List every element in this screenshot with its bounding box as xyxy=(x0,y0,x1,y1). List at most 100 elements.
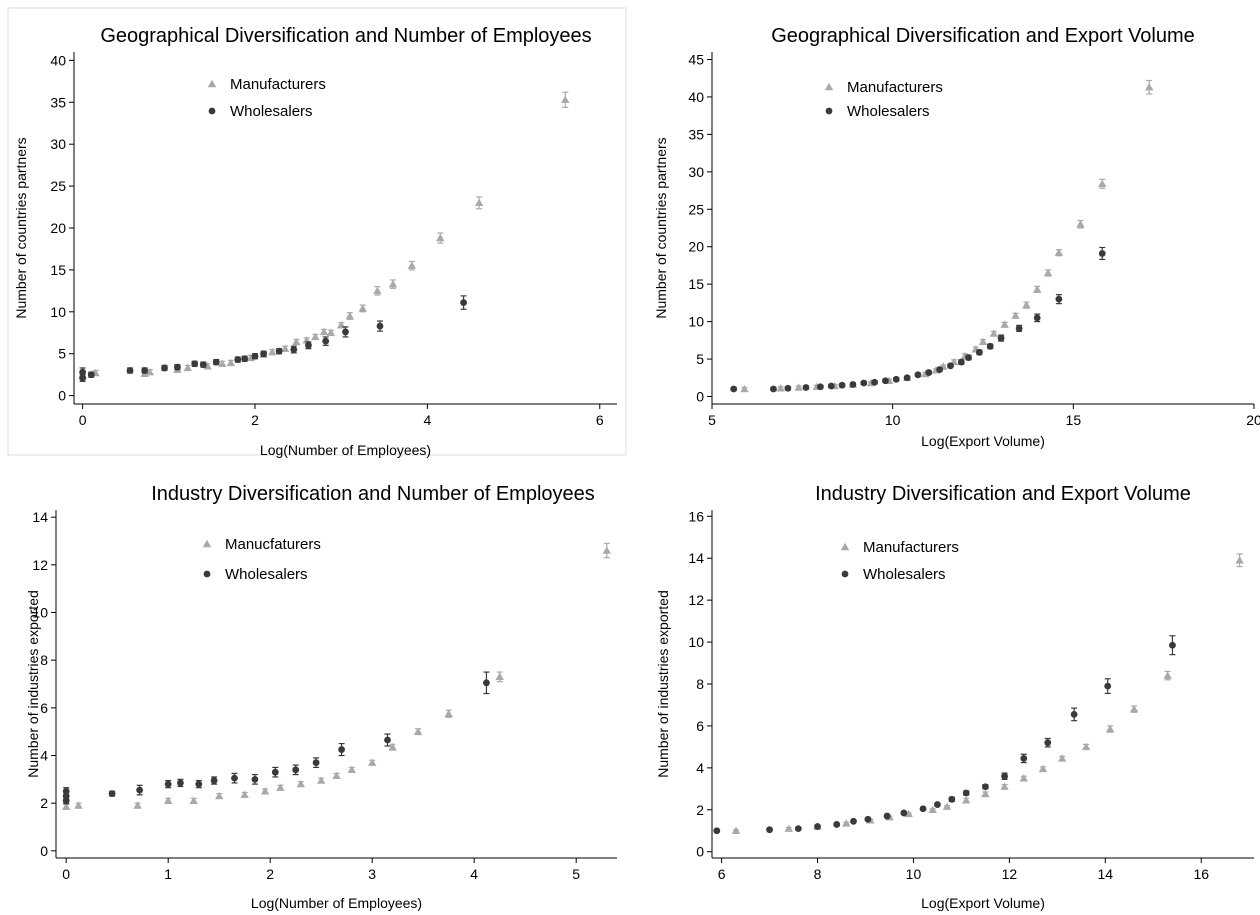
data-point xyxy=(948,795,956,803)
x-tick-label: 14 xyxy=(1098,866,1114,882)
y-tick-label: 0 xyxy=(40,843,48,859)
data-point xyxy=(900,809,908,817)
data-point xyxy=(957,358,965,366)
data-point xyxy=(444,709,453,717)
x-axis-label: Log(Number of Employees) xyxy=(260,442,431,458)
data-point xyxy=(62,802,71,810)
data-point xyxy=(883,812,891,820)
data-point xyxy=(1057,754,1067,762)
data-point xyxy=(268,347,277,356)
legend-label: Wholesalers xyxy=(225,566,308,583)
data-point xyxy=(376,322,384,330)
data-point xyxy=(191,360,199,368)
data-point xyxy=(766,826,773,834)
x-tick-label: 5 xyxy=(572,866,580,882)
chart-panel-1: Geographical Diversification and Number … xyxy=(7,7,627,458)
chart-title: Industry Diversification and Export Volu… xyxy=(815,483,1191,505)
x-tick-label: 2 xyxy=(251,412,259,428)
y-axis-label: Number of industries exported xyxy=(655,590,671,778)
data-point xyxy=(275,347,283,355)
data-point xyxy=(1020,755,1028,762)
data-point xyxy=(164,796,173,804)
y-tick-label: 20 xyxy=(50,220,66,236)
data-point xyxy=(871,378,878,386)
data-point xyxy=(817,383,824,391)
y-tick-label: 0 xyxy=(58,388,66,404)
data-point xyxy=(1054,248,1064,256)
data-point xyxy=(276,783,285,791)
data-point xyxy=(145,367,155,376)
series-wholesalers xyxy=(79,295,467,382)
data-point xyxy=(312,759,320,767)
chart-title: Geographical Diversification and Number … xyxy=(100,25,591,47)
data-point xyxy=(1055,295,1063,303)
data-point xyxy=(388,742,397,751)
y-tick-label: 5 xyxy=(58,346,66,362)
legend-marker-circle xyxy=(203,570,211,578)
data-point xyxy=(919,805,927,813)
data-point xyxy=(914,371,922,379)
y-tick-label: 30 xyxy=(50,136,66,152)
data-point xyxy=(981,789,990,798)
data-point xyxy=(177,779,184,787)
data-point xyxy=(226,358,236,367)
data-point xyxy=(1129,704,1139,713)
data-point xyxy=(882,377,889,385)
x-tick-label: 8 xyxy=(814,866,822,882)
y-tick-label: 40 xyxy=(688,89,704,105)
data-point xyxy=(986,342,994,350)
x-tick-label: 4 xyxy=(423,412,431,428)
y-tick-label: 10 xyxy=(688,314,704,330)
data-point xyxy=(1169,641,1176,649)
chart-panel-3: Industry Diversification and Number of E… xyxy=(25,483,617,911)
data-point xyxy=(251,352,259,360)
data-point xyxy=(833,821,841,828)
data-point xyxy=(1033,314,1041,322)
y-tick-label: 5 xyxy=(696,351,704,367)
data-point xyxy=(338,746,345,753)
y-tick-label: 30 xyxy=(688,164,704,180)
data-point xyxy=(561,95,570,103)
x-tick-label: 15 xyxy=(1066,412,1082,428)
data-point xyxy=(1163,671,1172,679)
data-point xyxy=(962,789,970,797)
series-wholesalers xyxy=(713,635,1176,835)
data-point xyxy=(212,358,220,366)
series-manufacturers xyxy=(731,553,1244,834)
data-point xyxy=(934,801,941,808)
data-point xyxy=(460,299,467,306)
legend-marker-circle xyxy=(841,570,849,578)
data-point xyxy=(1022,300,1031,309)
y-tick-label: 10 xyxy=(50,304,66,320)
data-point xyxy=(731,826,741,834)
x-tick-label: 3 xyxy=(368,866,376,882)
legend-marker-circle xyxy=(825,107,833,115)
data-point xyxy=(903,374,911,382)
data-point xyxy=(260,350,268,358)
y-tick-label: 0 xyxy=(696,844,704,860)
series-manufacturers xyxy=(78,91,570,380)
x-tick-label: 6 xyxy=(718,866,726,882)
series-manucfaturers xyxy=(62,542,611,810)
data-point xyxy=(319,327,329,336)
data-point xyxy=(794,825,802,833)
legend-label: Manufacturers xyxy=(847,79,943,96)
y-tick-label: 14 xyxy=(32,509,48,525)
legend-label: Manufacturers xyxy=(230,76,326,93)
data-point xyxy=(1044,739,1052,747)
y-tick-label: 15 xyxy=(688,276,704,292)
y-tick-label: 25 xyxy=(50,178,66,194)
x-tick-label: 10 xyxy=(906,866,922,882)
x-axis-label: Log(Export Volume) xyxy=(921,433,1045,449)
data-point xyxy=(292,766,300,774)
legend-label: Wholesalers xyxy=(863,566,946,583)
data-point xyxy=(332,771,341,779)
data-point xyxy=(1043,268,1053,277)
data-point xyxy=(602,546,611,554)
legend: Manufacturers Wholesalers xyxy=(207,76,326,120)
panel-frame xyxy=(7,7,627,456)
legend-marker-triangle xyxy=(207,79,217,88)
data-point xyxy=(311,332,320,341)
data-point xyxy=(290,346,298,353)
x-tick-label: 0 xyxy=(79,412,87,428)
